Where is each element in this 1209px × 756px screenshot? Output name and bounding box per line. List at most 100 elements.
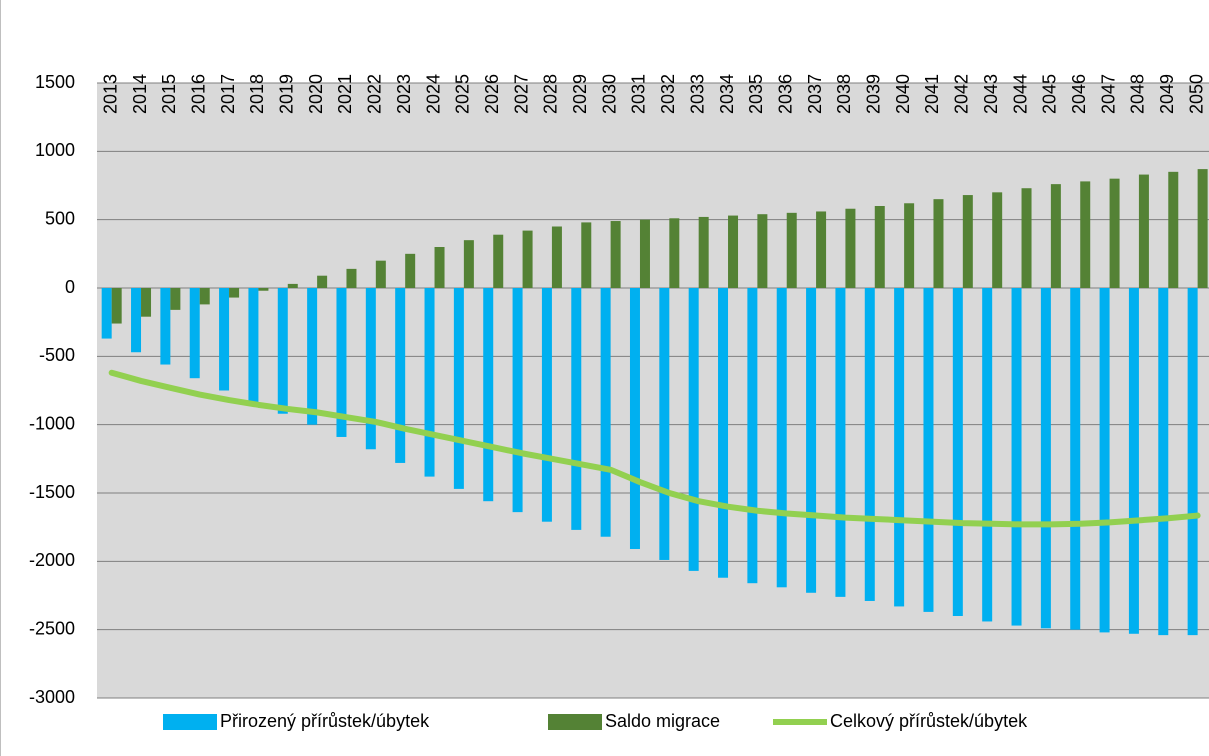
y-tick-label: 1500: [35, 72, 75, 92]
x-tick-label: 2020: [306, 74, 326, 114]
bar: [258, 288, 269, 291]
bar: [229, 288, 240, 298]
x-tick-label: 2016: [188, 74, 208, 114]
bar: [551, 226, 562, 288]
x-tick-label: 2042: [952, 74, 972, 114]
bar: [864, 288, 875, 601]
bar: [219, 288, 230, 391]
bar: [728, 215, 739, 288]
bar: [277, 288, 288, 414]
x-tick-label: 2039: [864, 74, 884, 114]
bar: [541, 288, 552, 522]
x-tick-label: 2028: [541, 74, 561, 114]
bar: [453, 288, 464, 489]
bar: [1168, 171, 1179, 288]
x-tick-label: 2025: [453, 74, 473, 114]
bar: [101, 288, 112, 339]
bar: [952, 288, 963, 616]
bar: [141, 288, 152, 317]
x-tick-label: 2030: [599, 74, 619, 114]
x-tick-label: 2015: [159, 74, 179, 114]
bar: [1128, 288, 1139, 634]
bar: [131, 288, 142, 353]
x-tick-label: 2019: [277, 74, 297, 114]
bar: [522, 230, 533, 288]
x-tick-label: 2046: [1069, 74, 1089, 114]
bar: [434, 247, 445, 288]
y-tick-label: -500: [39, 345, 75, 365]
bar: [757, 214, 768, 288]
line: [108, 369, 1201, 528]
bar: [336, 288, 347, 437]
legend-swatch: [548, 714, 602, 730]
bar: [992, 192, 1003, 288]
bar: [835, 288, 846, 597]
bar: [659, 288, 670, 560]
x-tick-label: 2044: [1010, 74, 1030, 114]
legend-label: Saldo migrace: [605, 711, 720, 731]
y-tick-label: -2000: [29, 550, 75, 570]
bar: [581, 222, 592, 288]
x-tick-label: 2038: [834, 74, 854, 114]
x-tick-label: 2035: [746, 74, 766, 114]
bar: [806, 288, 817, 593]
legend-label: Celkový přírůstek/úbytek: [830, 711, 1028, 731]
x-tick-label: 2021: [335, 74, 355, 114]
bar: [317, 275, 328, 288]
x-tick-label: 2014: [130, 74, 150, 114]
legend-label: Přirozený přírůstek/úbytek: [220, 711, 430, 731]
bar: [346, 268, 357, 288]
bar: [1099, 288, 1110, 633]
x-tick-label: 2050: [1186, 74, 1206, 114]
x-tick-label: 2029: [570, 74, 590, 114]
bar: [1187, 288, 1198, 636]
x-tick-label: 2048: [1128, 74, 1148, 114]
bar: [365, 288, 376, 450]
bar: [424, 288, 435, 477]
x-tick-label: 2032: [658, 74, 678, 114]
x-tick-label: 2018: [247, 74, 267, 114]
bar: [904, 203, 915, 288]
bar: [933, 199, 944, 288]
bar: [894, 288, 905, 607]
x-tick-label: 2024: [423, 74, 443, 114]
x-tick-label: 2047: [1098, 74, 1118, 114]
y-tick-label: -1000: [29, 413, 75, 433]
x-tick-label: 2022: [365, 74, 385, 114]
bar: [698, 216, 709, 288]
bar: [287, 283, 298, 288]
x-tick-label: 2031: [629, 74, 649, 114]
bar: [1040, 288, 1051, 629]
y-tick-label: -3000: [29, 687, 75, 707]
bar: [160, 288, 171, 365]
bar: [483, 288, 494, 502]
y-tick-label: -2500: [29, 618, 75, 638]
bar: [923, 288, 934, 612]
x-tick-label: 2017: [218, 74, 238, 114]
bar: [512, 288, 523, 513]
bar: [395, 288, 406, 463]
bar: [610, 221, 621, 288]
bar: [1080, 181, 1091, 288]
bar: [1021, 188, 1032, 288]
bar: [816, 211, 827, 288]
bar: [776, 288, 787, 588]
bar: [982, 288, 993, 622]
bar: [1011, 288, 1022, 626]
bar: [962, 195, 973, 288]
bar: [1050, 184, 1061, 288]
x-tick-label: 2027: [511, 74, 531, 114]
bar: [248, 288, 259, 403]
bar: [463, 240, 474, 288]
bar: [688, 288, 699, 571]
bar: [1158, 288, 1169, 636]
bar: [170, 288, 181, 310]
y-tick-label: 1000: [35, 140, 75, 160]
x-tick-label: 2034: [717, 74, 737, 114]
x-tick-label: 2036: [775, 74, 795, 114]
bar: [747, 288, 758, 584]
bar: [718, 288, 729, 578]
x-tick-label: 2033: [687, 74, 707, 114]
x-tick-label: 2043: [981, 74, 1001, 114]
